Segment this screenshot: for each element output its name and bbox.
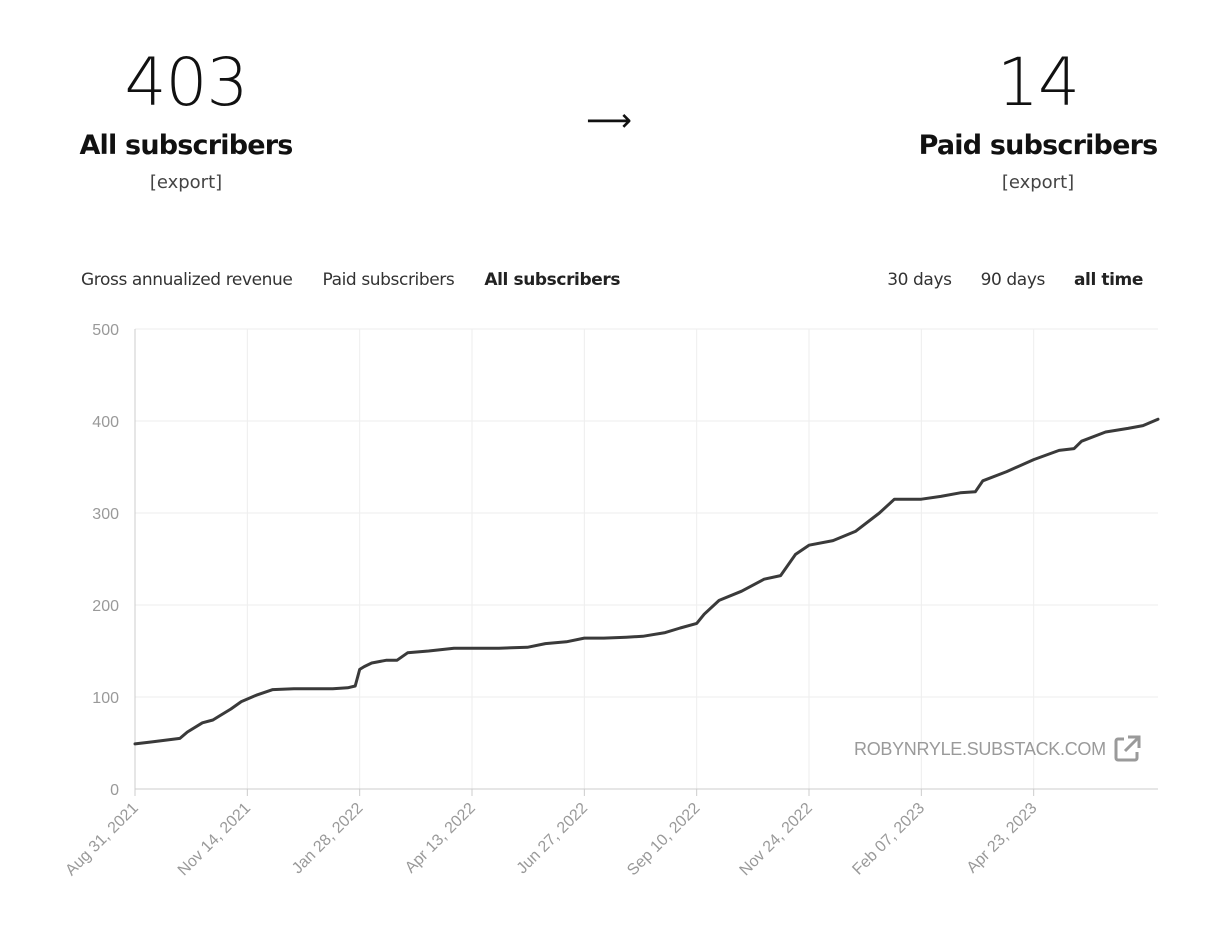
paid-subscribers-stat: 14 Paid subscribers [export] <box>908 40 1168 196</box>
subscribers-chart: 0 100 200 300 400 500 Aug 31, 2021 Nov 14, 2021… <box>62 322 1160 879</box>
tab-paid-subscribers[interactable]: Paid subscribers <box>322 270 455 290</box>
x-tick-label: Nov 14, 2021 <box>175 800 254 879</box>
metric-tabs: Gross annualized revenue Paid subscriber… <box>81 268 620 292</box>
chart-series <box>133 417 1160 746</box>
x-tick-label: Jan 28, 2022 <box>289 800 367 878</box>
paid-subscribers-label: Paid subscribers <box>918 130 1159 161</box>
y-tick-label: 300 <box>92 506 119 523</box>
tab-gross-annualized-revenue[interactable]: Gross annualized revenue <box>81 270 293 290</box>
range-30-days[interactable]: 30 days <box>887 270 952 290</box>
y-tick-label: 400 <box>92 414 119 431</box>
x-tick-label: Feb 07, 2023 <box>849 800 928 879</box>
paid-subscribers-export-link[interactable]: [export] <box>1001 172 1075 193</box>
x-tick-label: Apr 23, 2023 <box>964 800 1041 877</box>
all-subscribers-label: All subscribers <box>79 130 293 161</box>
range-all-time[interactable]: all time <box>1073 270 1143 290</box>
x-tick-label: Aug 31, 2021 <box>62 800 141 879</box>
y-tick-label: 500 <box>92 322 119 339</box>
chart-grid <box>134 328 1158 790</box>
all-subscribers-stat: 403 All subscribers [export] <box>56 40 316 196</box>
all-subscribers-count: 403 <box>124 44 249 121</box>
x-tick-label: Apr 13, 2022 <box>402 800 479 877</box>
all-subscribers-series-line <box>133 417 1160 746</box>
x-tick-label: Sep 10, 2022 <box>624 800 703 879</box>
time-range-tabs: 30 days 90 days all time <box>887 268 1143 292</box>
range-90-days[interactable]: 90 days <box>980 270 1046 290</box>
substack-link[interactable]: ROBYNRYLE.SUBSTACK.COM <box>854 734 1142 764</box>
y-tick-label: 100 <box>92 690 119 707</box>
y-tick-label: 0 <box>110 782 119 799</box>
arrow-icon: ⟶ <box>586 101 632 139</box>
paid-subscribers-count: 14 <box>997 44 1080 121</box>
chart-axes: 0 100 200 300 400 500 Aug 31, 2021 Nov 14, 2021… <box>62 322 1158 879</box>
external-link-icon <box>1112 734 1142 764</box>
all-subscribers-export-link[interactable]: [export] <box>149 172 223 193</box>
tab-all-subscribers[interactable]: All subscribers <box>484 270 621 290</box>
y-tick-label: 200 <box>92 598 119 615</box>
substack-link-text: ROBYNRYLE.SUBSTACK.COM <box>854 738 1106 759</box>
x-tick-label: Nov 24, 2022 <box>737 800 816 879</box>
x-tick-label: Jun 27, 2022 <box>514 800 592 878</box>
